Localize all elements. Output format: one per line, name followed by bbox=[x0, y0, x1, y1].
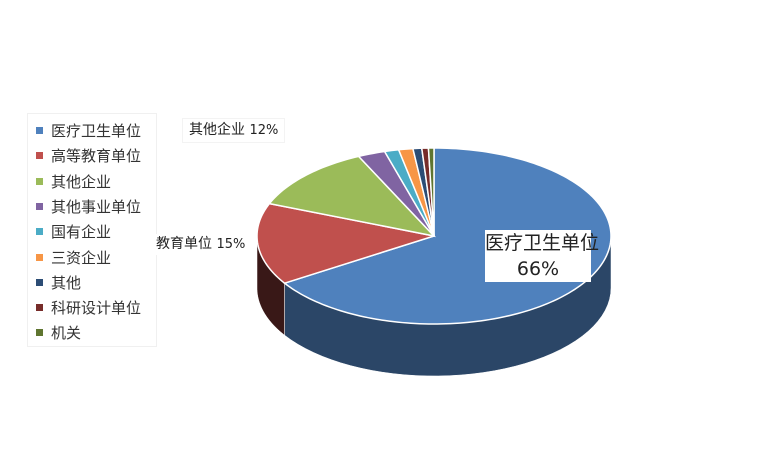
legend-item: 科研设计单位 bbox=[36, 295, 141, 320]
legend-swatch bbox=[36, 278, 43, 286]
pie-slice-3 bbox=[357, 150, 435, 237]
data-label-education: 教育单位 15% bbox=[154, 234, 248, 255]
legend-item: 三资企业 bbox=[36, 245, 111, 270]
legend-swatch bbox=[36, 304, 43, 312]
legend-label: 其他事业单位 bbox=[51, 197, 142, 216]
legend-label: 科研设计单位 bbox=[51, 299, 142, 318]
legend-swatch bbox=[36, 177, 43, 185]
legend-swatch bbox=[36, 329, 43, 337]
legend-label: 国有企业 bbox=[51, 223, 112, 242]
pie-slice-8 bbox=[427, 147, 435, 237]
data-label-other-enterprise-value: 12% bbox=[249, 123, 279, 138]
legend-item: 其他 bbox=[36, 270, 81, 295]
legend-item: 国有企业 bbox=[36, 219, 111, 244]
legend-item: 其他企业 bbox=[36, 169, 111, 194]
legend: 医疗卫生单位 高等教育单位 其他企业其他事业单位 国有企业三资企业其他科研设计单位 机关 bbox=[27, 113, 157, 347]
legend-item: 高等教育单位 bbox=[36, 143, 141, 168]
pie-slice-1 bbox=[256, 202, 435, 284]
legend-label: 其他企业 bbox=[51, 172, 112, 191]
data-label-medical: 医疗卫生单位 66% bbox=[485, 230, 600, 282]
legend-label: 医疗卫生单位 bbox=[51, 122, 142, 140]
data-label-other-enterprise: 其他企业 12% bbox=[182, 118, 286, 143]
data-label-medical-value: 66% bbox=[516, 258, 560, 280]
legend-swatch bbox=[36, 228, 43, 236]
legend-label: 三资企业 bbox=[51, 248, 112, 267]
data-label-education-value: 15% bbox=[216, 237, 246, 252]
data-label-education-name: 教育单位 bbox=[156, 236, 212, 252]
legend-item: 机关 bbox=[36, 320, 81, 345]
data-label-other-enterprise-name: 其他企业 bbox=[189, 122, 245, 138]
pie-slice-2 bbox=[268, 155, 437, 238]
legend-swatch bbox=[36, 127, 43, 134]
legend-label: 高等教育单位 bbox=[51, 147, 142, 166]
legend-item: 医疗卫生单位 bbox=[36, 118, 141, 143]
legend-item: 其他事业单位 bbox=[36, 194, 141, 219]
legend-label: 其他 bbox=[51, 273, 82, 292]
legend-swatch bbox=[36, 152, 43, 160]
legend-swatch bbox=[36, 202, 43, 210]
data-label-medical-name: 医疗卫生单位 bbox=[485, 232, 600, 254]
legend-label: 机关 bbox=[51, 324, 82, 343]
legend-swatch bbox=[36, 253, 43, 261]
